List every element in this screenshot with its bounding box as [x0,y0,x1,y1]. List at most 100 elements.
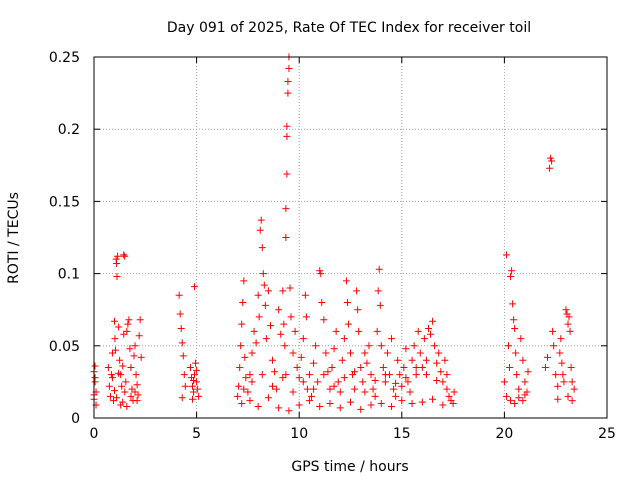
data-point [295,401,303,409]
data-point [305,371,313,379]
data-point [408,356,416,364]
data-point [246,397,254,405]
data-point [439,401,447,409]
y-tick-label: 0.15 [49,194,80,210]
data-point [235,382,243,390]
data-point [116,356,124,364]
data-point [420,335,428,343]
data-point [567,363,575,371]
data-point [188,382,196,390]
data-point [124,320,132,328]
data-point [191,371,199,379]
data-point [190,376,198,384]
data-point [568,397,576,405]
data-point [133,397,141,405]
data-point [402,374,410,382]
data-point [134,391,142,399]
data-point [123,327,131,335]
data-point [318,298,326,306]
data-point [279,287,287,295]
x-axis-label: GPS time / hours [291,459,408,475]
data-point [282,205,290,213]
data-point [130,352,138,360]
data-point [326,400,334,408]
data-point [293,363,301,371]
data-point [376,301,384,309]
data-point [262,335,270,343]
data-point [283,122,291,130]
data-point [119,398,127,406]
data-point [509,300,517,308]
data-point [310,359,318,367]
data-point [550,342,558,350]
data-point [316,402,324,410]
data-point [195,392,203,400]
data-point [390,385,398,393]
data-point [320,316,328,324]
data-point [193,366,201,374]
data-point [125,316,133,324]
data-point [373,327,381,335]
data-point [109,397,117,405]
data-point [394,356,402,364]
data-point [424,324,432,332]
data-point [106,392,114,400]
data-point [347,398,354,406]
data-point [511,324,519,332]
data-point [392,379,400,387]
data-point [240,277,248,285]
data-point [508,267,516,275]
data-point [297,353,305,361]
data-point [133,381,141,389]
data-point [435,349,443,357]
data-point [330,345,338,353]
data-point [252,339,260,347]
data-point [322,349,330,357]
data-point [521,378,529,386]
data-point [91,374,99,382]
data-point [427,330,435,338]
data-point [242,374,250,382]
data-point [131,342,139,350]
data-point [396,371,404,379]
data-point [515,385,523,393]
data-point [439,378,447,386]
data-point [429,317,437,325]
data-point [433,376,441,384]
data-point [255,313,263,321]
data-point [388,335,396,343]
data-point [524,368,532,376]
data-point [273,385,281,393]
data-point [113,394,121,402]
data-point [289,388,297,396]
data-point [510,316,518,324]
data-point [244,388,252,396]
data-point [118,382,126,390]
data-point [320,371,328,379]
data-point [260,281,268,289]
data-point [115,323,123,331]
data-point [371,376,379,384]
data-points [90,53,578,415]
x-tick-label: 5 [192,426,201,442]
data-point [450,388,458,396]
data-point [344,320,352,328]
data-point [445,392,453,400]
data-point [105,382,113,390]
data-point [250,327,258,335]
data-point [546,164,554,172]
data-point [547,154,555,162]
data-point [342,277,350,285]
data-point [519,397,527,405]
data-point [286,284,294,292]
data-point [340,374,348,382]
data-point [552,371,560,379]
data-point [317,270,325,278]
data-point [238,320,246,328]
data-point [127,363,135,371]
data-point [361,349,369,357]
data-point [441,356,449,364]
data-point [283,170,291,178]
data-point [381,378,389,386]
data-point [108,374,116,382]
